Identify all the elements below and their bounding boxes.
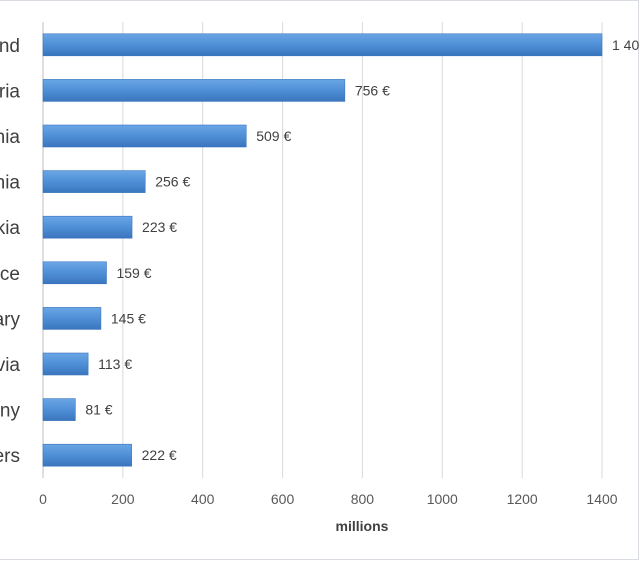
- category-label: ers: [0, 446, 20, 467]
- bar: [42, 398, 76, 421]
- category-label: nia: [0, 127, 20, 148]
- value-label: 509 €: [256, 128, 291, 144]
- value-label: 223 €: [142, 219, 177, 235]
- bar: [42, 352, 89, 376]
- bar: [42, 124, 247, 148]
- x-tick-label: 1000: [427, 491, 458, 507]
- bar: [42, 79, 346, 102]
- value-label: 145 €: [111, 310, 146, 326]
- category-label: ce: [0, 264, 20, 285]
- category-label: kia: [0, 218, 20, 239]
- value-label: 1 40: [612, 37, 639, 53]
- value-label: 113 €: [98, 356, 132, 372]
- x-axis-title: millions: [336, 518, 389, 534]
- x-tick-label: 200: [111, 491, 135, 507]
- x-tick-label: 1200: [507, 491, 538, 507]
- bar: [42, 215, 133, 239]
- bar: [42, 33, 603, 57]
- x-tick-label: 600: [271, 491, 295, 507]
- category-label: via: [0, 355, 20, 376]
- bar: [42, 170, 146, 193]
- category-label: nia: [0, 173, 20, 194]
- category-label: nd: [0, 36, 20, 57]
- x-tick-label: 1400: [586, 491, 617, 507]
- value-label: 256 €: [155, 174, 190, 190]
- value-label: 222 €: [142, 447, 177, 463]
- category-label: ny: [0, 401, 20, 422]
- value-label: 159 €: [116, 265, 151, 281]
- bar: [42, 261, 107, 285]
- category-label: ria: [0, 81, 20, 102]
- value-label: 756 €: [355, 82, 390, 98]
- category-label: ary: [0, 309, 20, 330]
- value-label: 81 €: [85, 402, 112, 418]
- x-tick-label: 800: [351, 491, 375, 507]
- bar: [42, 307, 102, 330]
- x-tick-label: 0: [39, 491, 47, 507]
- bar: [42, 443, 132, 467]
- x-tick-label: 400: [191, 491, 215, 507]
